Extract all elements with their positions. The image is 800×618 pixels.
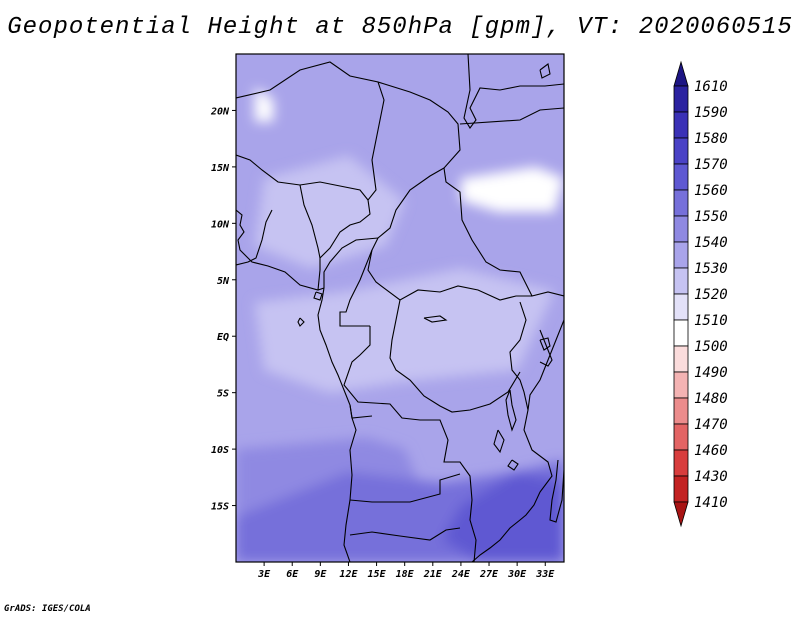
colorbar-swatch bbox=[673, 215, 689, 243]
colorbar-swatch bbox=[673, 449, 689, 477]
colorbar-swatch bbox=[673, 241, 689, 269]
colorbar-swatch bbox=[673, 85, 689, 113]
x-tick-label: 30E bbox=[507, 569, 527, 580]
colorbar-swatch bbox=[673, 111, 689, 139]
colorbar-label: 1410 bbox=[694, 495, 728, 511]
y-tick-label: 15S bbox=[211, 502, 229, 513]
x-tick-label: 33E bbox=[535, 569, 555, 580]
map-frame bbox=[235, 53, 565, 563]
colorbar-label: 1570 bbox=[694, 157, 728, 173]
y-tick-label: 5S bbox=[217, 389, 229, 400]
colorbar-swatch bbox=[673, 319, 689, 347]
axes: 3E 6E 9E 12E 15E 18E 21E 24E 27E 30E 33E 20N 15N 10N 5… bbox=[210, 106, 555, 580]
coastlines-borders bbox=[236, 54, 564, 562]
field-region-central-africa-basin bbox=[254, 268, 555, 393]
colorbar-swatch bbox=[673, 293, 689, 321]
colorbar-swatch bbox=[673, 397, 689, 425]
colorbar-label: 1560 bbox=[694, 183, 728, 199]
x-tick-label: 24E bbox=[451, 569, 471, 580]
field-region-mozambique-high bbox=[442, 471, 564, 562]
colorbar-swatch bbox=[673, 267, 689, 295]
colorbar-label: 1470 bbox=[694, 417, 728, 433]
y-tick-label: 10N bbox=[211, 219, 230, 230]
colorbar-label: 1430 bbox=[694, 469, 728, 485]
colorbar-swatch bbox=[673, 345, 689, 373]
colorbar-label: 1580 bbox=[694, 131, 728, 147]
y-tick-label: EQ bbox=[217, 332, 229, 343]
grads-credit: GrADS: IGES/COLA bbox=[4, 604, 91, 614]
colorbar-label: 1460 bbox=[694, 443, 728, 459]
colorbar-swatch bbox=[673, 163, 689, 191]
colorbar-label: 1540 bbox=[694, 235, 728, 251]
x-tick-label: 15E bbox=[368, 569, 387, 580]
field-regions bbox=[236, 87, 564, 562]
colorbar-swatch bbox=[673, 60, 689, 87]
x-tick-label: 12E bbox=[339, 569, 358, 580]
colorbar-swatch bbox=[673, 137, 689, 165]
colorbar-label: 1520 bbox=[694, 287, 728, 303]
x-tick-label: 21E bbox=[423, 569, 443, 580]
colorbar-swatch bbox=[673, 371, 689, 399]
colorbar-swatch bbox=[673, 501, 689, 528]
colorbar-label: 1550 bbox=[694, 209, 728, 225]
colorbar-swatch bbox=[673, 189, 689, 217]
colorbar-label: 1530 bbox=[694, 261, 728, 277]
colorbar: 1610 1590 1580 1570 1560 1550 1540 1530 1520 1510… bbox=[673, 60, 728, 528]
field-region-sahara-anomaly bbox=[254, 87, 274, 122]
x-tick-label: 3E bbox=[257, 569, 271, 580]
colorbar-label: 1500 bbox=[694, 339, 728, 355]
colorbar-label: 1510 bbox=[694, 313, 728, 329]
map-area bbox=[236, 54, 564, 562]
colorbar-label: 1480 bbox=[694, 391, 728, 407]
x-tick-label: 9E bbox=[314, 569, 327, 580]
colorbar-label: 1490 bbox=[694, 365, 728, 381]
colorbar-swatch bbox=[673, 423, 689, 451]
y-tick-label: 5N bbox=[217, 276, 230, 287]
chart-title: Geopotential Height at 850hPa [gpm], VT:… bbox=[7, 14, 793, 41]
y-tick-label: 20N bbox=[210, 106, 230, 117]
x-tick-label: 27E bbox=[479, 569, 499, 580]
y-tick-label: 10S bbox=[211, 445, 229, 456]
colorbar-label: 1610 bbox=[694, 79, 728, 95]
colorbar-label: 1590 bbox=[694, 105, 728, 121]
x-tick-label: 18E bbox=[396, 569, 415, 580]
x-tick-label: 6E bbox=[286, 569, 299, 580]
y-tick-label: 15N bbox=[211, 163, 230, 174]
field-region-sudan-anomaly bbox=[460, 166, 564, 212]
colorbar-swatch bbox=[673, 475, 689, 503]
